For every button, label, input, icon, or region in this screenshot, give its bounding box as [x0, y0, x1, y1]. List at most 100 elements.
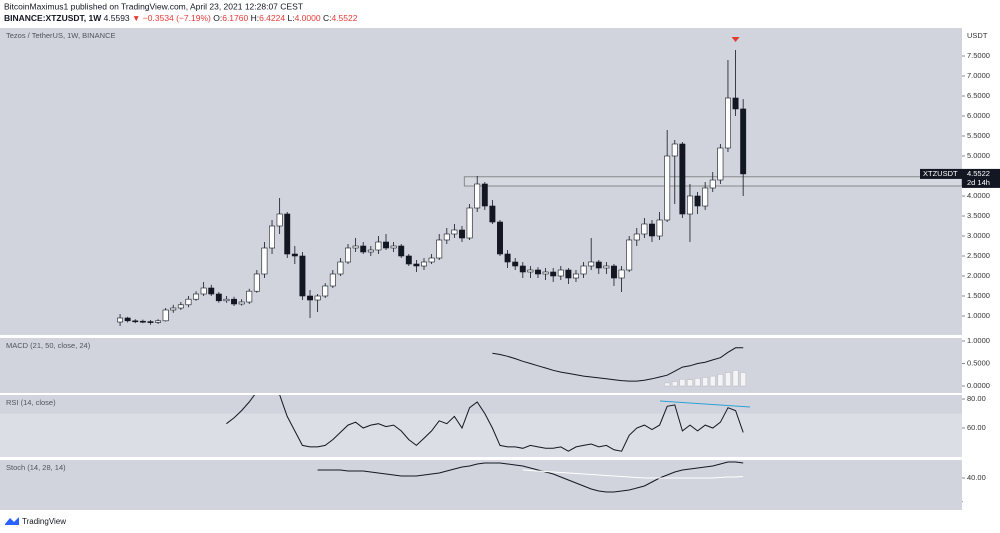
candle-body — [535, 269, 541, 275]
candle-body — [162, 309, 169, 322]
candle-body — [603, 265, 610, 269]
pane-title: MACD (21, 50, close, 24) — [6, 341, 91, 350]
pane-background — [0, 28, 962, 335]
brand: TradingView — [22, 517, 66, 526]
candle-body — [489, 205, 496, 223]
candle-body — [504, 253, 511, 263]
change: ▼ −0.3534 (−7.19%) — [132, 13, 211, 23]
candle-body — [193, 293, 200, 300]
countdown: 2d 14h — [967, 178, 990, 187]
histogram-bar — [679, 379, 686, 387]
candle-body — [147, 321, 154, 323]
ohlc-key: H: — [251, 13, 260, 23]
candle-body — [200, 287, 207, 295]
pane-title: RSI (14, close) — [6, 398, 56, 407]
signal-arrow — [731, 37, 740, 42]
candle-body — [177, 304, 184, 309]
brand-logo — [5, 517, 19, 525]
candle-body — [649, 223, 655, 237]
candle-body — [481, 183, 488, 207]
histogram-bar — [717, 374, 724, 387]
histogram-bar — [709, 375, 716, 387]
price-tag-label: 4.5522 — [967, 169, 990, 178]
y-tick-label: 40.00 — [967, 473, 986, 482]
symbol-tag-label: XTZUSDT — [923, 169, 958, 178]
candle-body — [633, 233, 640, 241]
candle-body — [550, 271, 557, 277]
y-tick-label: 60.00 — [967, 423, 986, 432]
candle-body — [299, 255, 306, 297]
y-tick-label: 7.0000 — [967, 71, 990, 80]
candle-body — [269, 225, 275, 249]
y-tick-label: 80.00 — [967, 394, 986, 403]
candle-body — [565, 269, 572, 279]
axis-unit: USDT — [967, 31, 988, 40]
candle-body — [664, 155, 671, 221]
y-tick-label: 7.5000 — [967, 51, 990, 60]
candle-body — [519, 265, 526, 273]
candle-body — [155, 320, 162, 323]
candle-body — [375, 241, 382, 251]
candle-body — [656, 219, 663, 237]
candle-body — [679, 143, 686, 215]
candle-body — [208, 287, 215, 295]
y-tick-label: 5.0000 — [967, 151, 990, 160]
ohlc-value: 4.5522 — [331, 13, 357, 23]
rsi-band — [0, 413, 962, 457]
candle-body — [474, 183, 481, 209]
last: 4.5593 — [104, 13, 130, 23]
pane-plot — [492, 347, 747, 387]
y-tick-label: 0.5000 — [967, 359, 990, 368]
y-tick-label: 6.0000 — [967, 111, 990, 120]
candle-body — [139, 320, 146, 323]
candle-body — [694, 195, 701, 207]
candle-body — [307, 295, 313, 301]
ohlc-key: O: — [213, 13, 222, 23]
candle-body — [383, 241, 389, 249]
candle-body — [367, 249, 374, 253]
divergence-line — [659, 400, 751, 408]
pane-plot — [0, 395, 962, 457]
candle-body — [626, 239, 633, 271]
candle-body — [276, 213, 283, 227]
candle-body — [702, 187, 709, 207]
candle-body — [124, 317, 131, 322]
author-line: BitcoinMaximus1 published on TradingView… — [4, 1, 303, 11]
candle-body — [732, 97, 739, 110]
y-tick-label: 4.0000 — [967, 191, 990, 200]
candle-body — [573, 273, 579, 279]
candle-body — [595, 261, 602, 269]
pane-plot — [317, 461, 744, 493]
pane-plot — [117, 50, 962, 326]
indicator-line — [317, 461, 744, 493]
candle-body — [512, 261, 519, 267]
symbol: BINANCE:XTZUSDT, 1W — [4, 13, 102, 23]
candle-body — [246, 290, 253, 303]
price-axis — [962, 28, 1000, 510]
indicator-line — [522, 469, 744, 479]
candle-body — [405, 255, 412, 265]
candle-body — [557, 269, 564, 277]
candle-body — [352, 245, 359, 249]
ohlc-value: 6.4224 — [259, 13, 285, 23]
ohlc-value: 4.0000 — [295, 13, 321, 23]
candle-body — [421, 261, 427, 267]
histogram-bar — [732, 370, 739, 387]
candle-body — [459, 229, 465, 239]
candle-body — [709, 179, 716, 189]
y-tick-label: 5.5000 — [967, 131, 990, 140]
candle-body — [329, 273, 336, 287]
candle-body — [284, 213, 291, 255]
price-tag — [962, 168, 1000, 188]
candle-body — [527, 269, 534, 273]
indicator-line — [492, 347, 744, 382]
panes: 1.0000 1.5000 2.0000 2.5000 3.0000 3.5000 4.00… — [0, 28, 1000, 514]
y-tick-label: 6.5000 — [967, 91, 990, 100]
candle-body — [231, 298, 238, 305]
candle-body — [588, 261, 595, 267]
candle-body — [671, 143, 678, 157]
pane-title: Stoch (14, 28, 14) — [6, 463, 66, 472]
y-tick-label: 3.5000 — [967, 211, 990, 220]
candle-body — [314, 295, 321, 301]
